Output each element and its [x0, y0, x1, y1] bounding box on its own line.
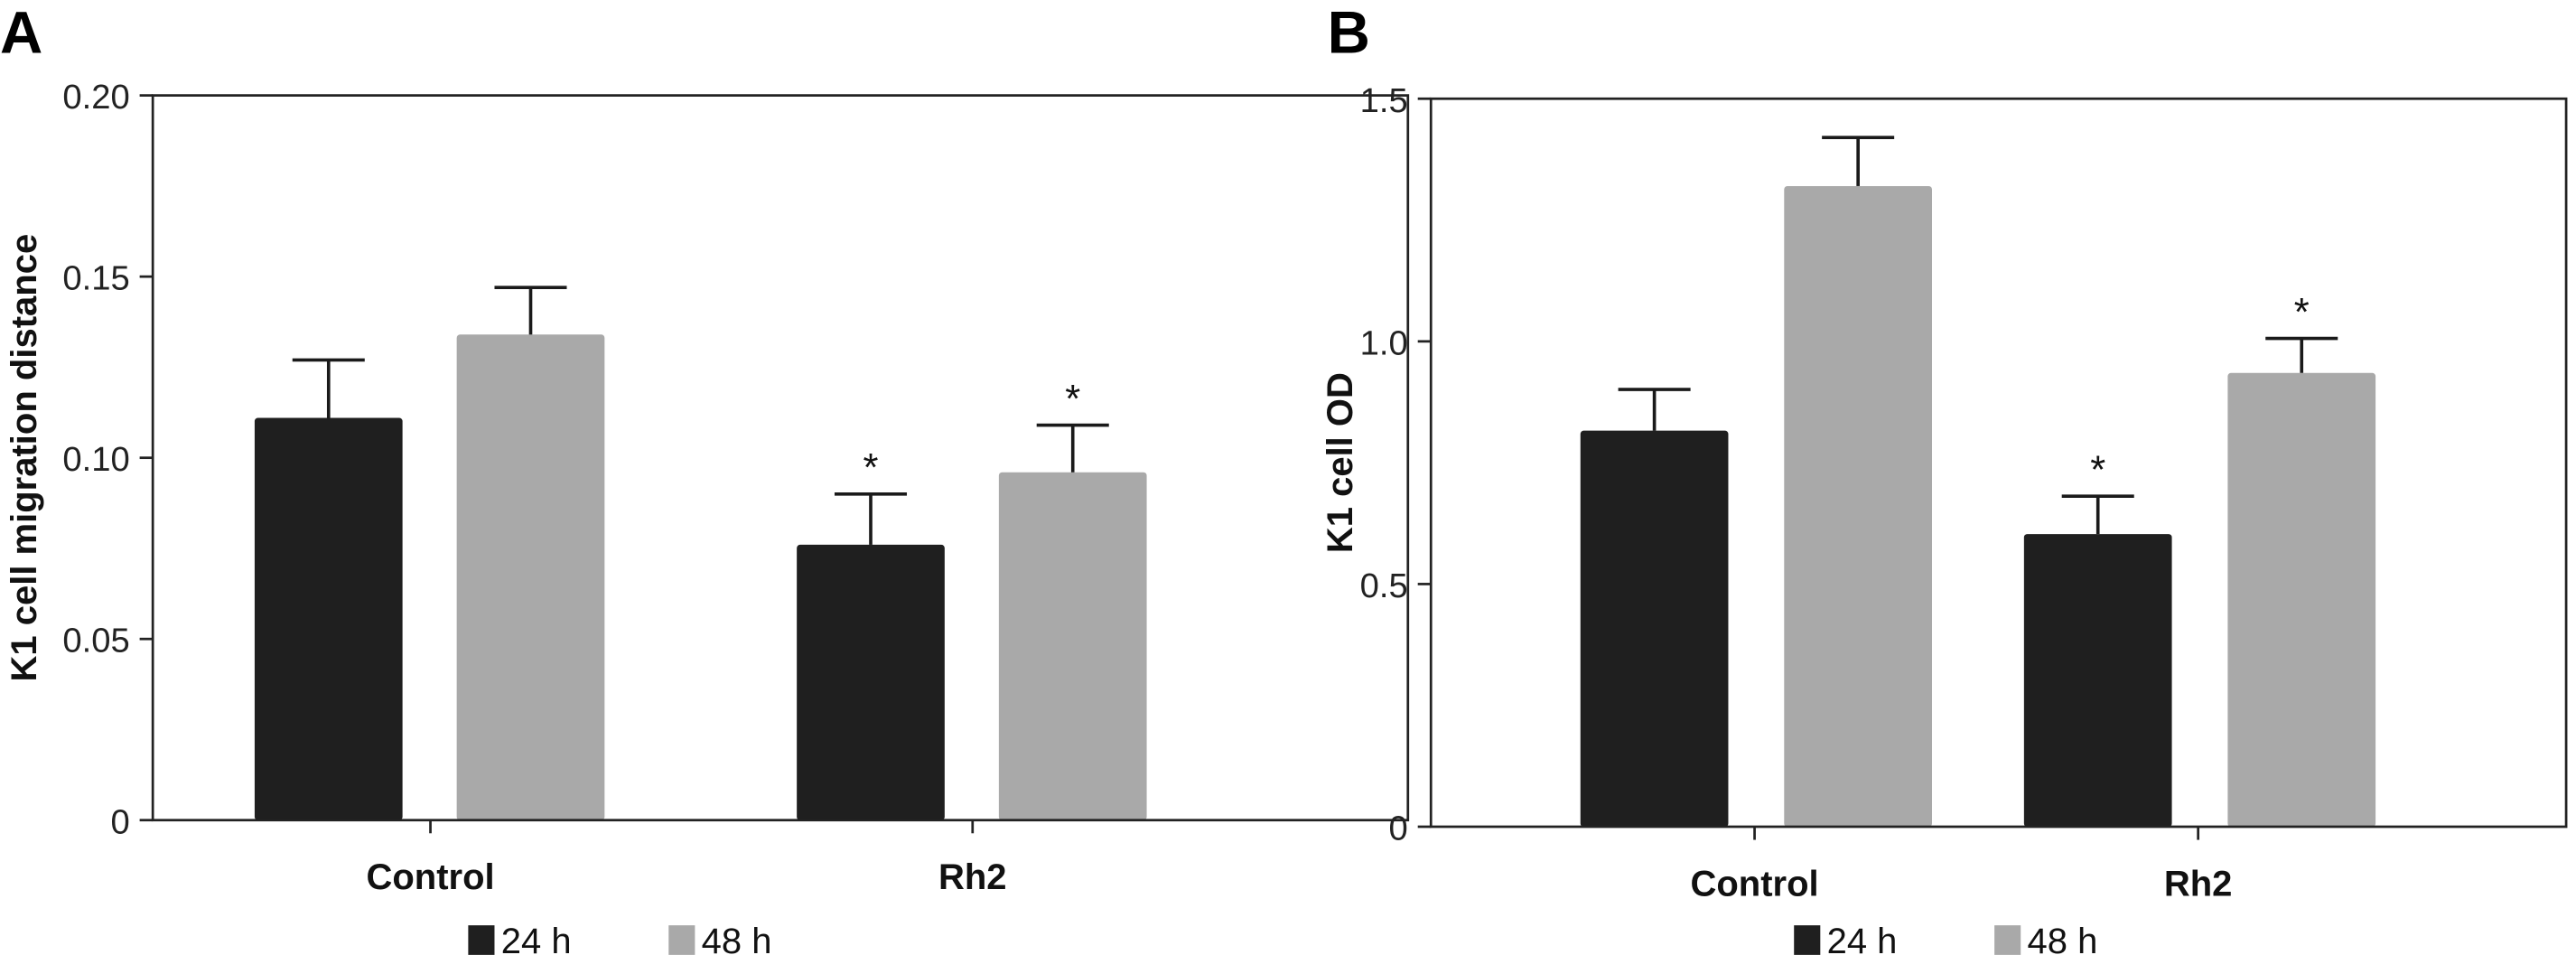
y-tick-label: 0.05 [62, 622, 129, 660]
legend-swatch [668, 925, 695, 955]
x-tick-label: Rh2 [938, 857, 1007, 897]
significance-marker: * [2294, 290, 2310, 334]
significance-marker: * [2090, 448, 2105, 492]
significance-marker: * [1065, 377, 1080, 421]
y-tick-label: 0.15 [62, 259, 129, 298]
bar-24h-Rh2 [797, 544, 945, 820]
bar-24h-Control [254, 417, 403, 820]
y-tick-label: 0 [1389, 810, 1408, 848]
y-tick-label: 0.5 [1360, 566, 1408, 605]
y-tick-label: 1.5 [1360, 81, 1408, 120]
legend-swatch [468, 925, 495, 955]
bar-24h-Control [1580, 430, 1729, 828]
y-tick-label: 1.0 [1360, 323, 1408, 362]
bar-48h-Rh2 [998, 472, 1147, 820]
bar-24h-Rh2 [2023, 534, 2172, 828]
plot-frame [1429, 97, 2568, 829]
legend-label: 48 h [702, 922, 772, 955]
bar-48h-Control [1784, 185, 1932, 828]
bar-48h-Rh2 [2227, 372, 2376, 828]
y-axis-label: K1 cell migration distance [5, 234, 44, 682]
y-tick-label: 0.10 [62, 440, 129, 479]
y-tick-label: 0.20 [62, 78, 129, 117]
legend-swatch [1994, 925, 2021, 955]
legend-label: 48 h [2027, 922, 2097, 955]
chart-panel-A: A * * 0 0.05 0.10 0.15 0.20 Control Rh2 K1 cell mi… [0, 0, 1410, 955]
y-axis-label: K1 cell OD [1321, 372, 1360, 553]
y-tick-label: 0 [110, 802, 129, 841]
x-tick-label: Rh2 [2164, 864, 2233, 904]
significance-marker: * [863, 445, 879, 490]
x-tick-label: Control [366, 857, 494, 897]
panel-label: A [0, 0, 42, 65]
bar-48h-Control [456, 334, 605, 820]
legend-label: 24 h [501, 922, 572, 955]
legend-swatch [1794, 925, 1821, 955]
legend-label: 24 h [1827, 922, 1898, 955]
x-tick-label: Control [1690, 864, 1818, 904]
panel-label: B [1328, 0, 1370, 65]
chart-panel-B: B * * 0 0.5 1.0 1.5 Control Rh2 K1 cell OD 24 h 48 … [1321, 0, 2568, 955]
